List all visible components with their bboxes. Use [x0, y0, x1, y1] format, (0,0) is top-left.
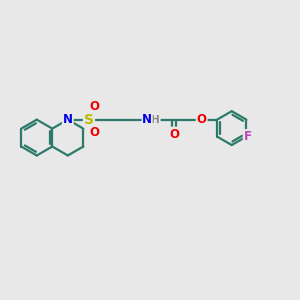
Text: O: O [89, 126, 99, 139]
Text: O: O [89, 100, 99, 113]
Text: F: F [244, 130, 252, 143]
Text: H: H [151, 115, 160, 124]
Text: S: S [84, 112, 94, 127]
Text: O: O [196, 113, 207, 126]
Text: N: N [63, 113, 73, 126]
Text: O: O [169, 128, 179, 141]
Text: N: N [142, 113, 152, 126]
